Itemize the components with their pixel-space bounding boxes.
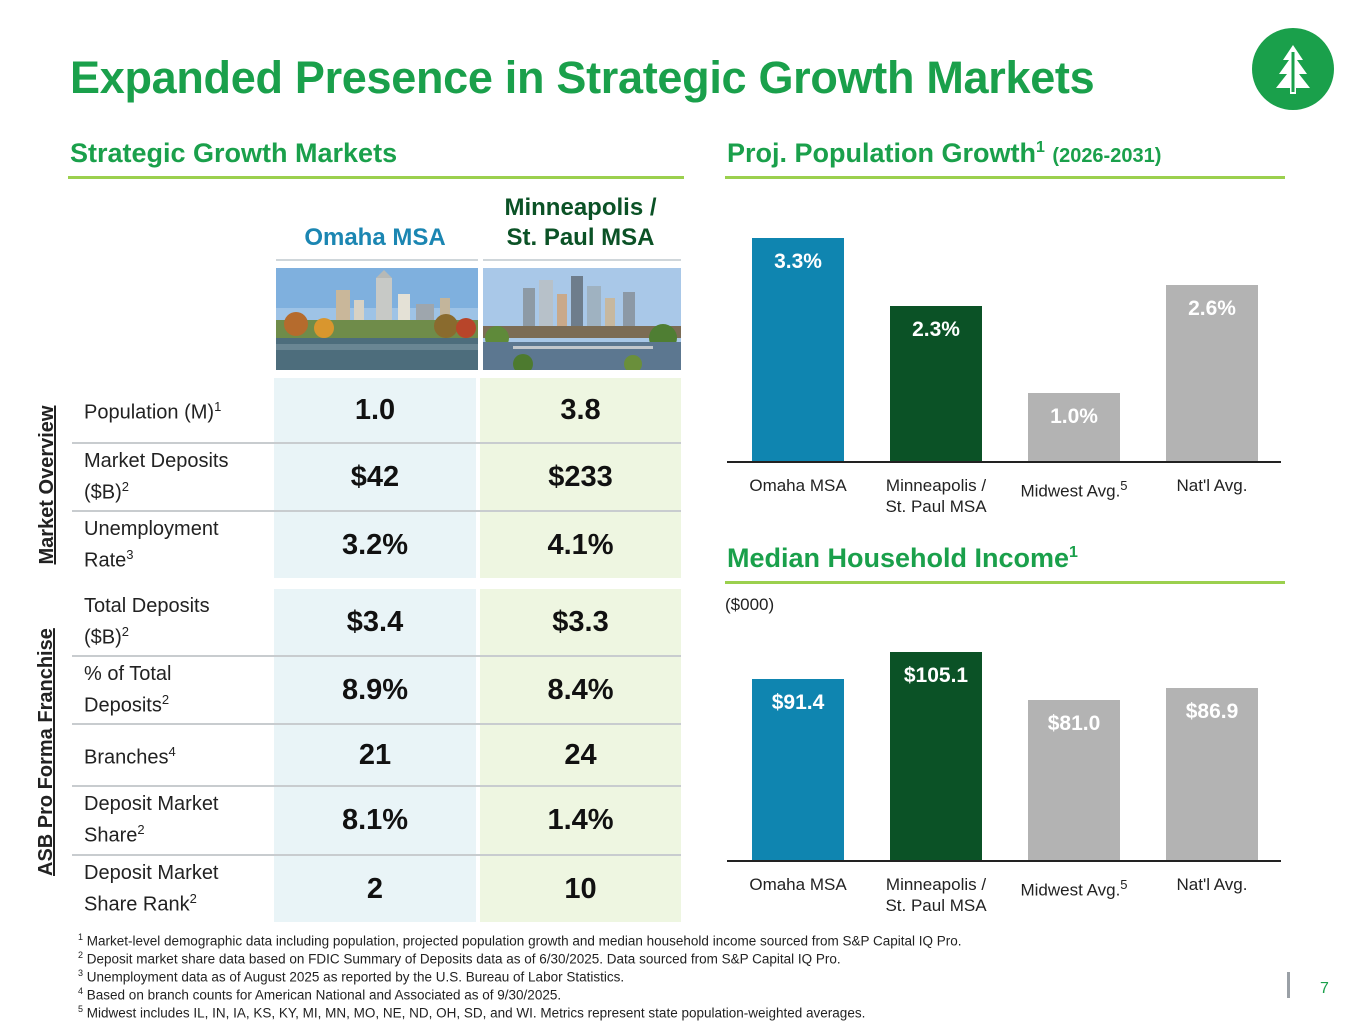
table-cell: $233 <box>480 444 681 510</box>
table-cell: 8.1% <box>274 787 476 854</box>
row-label-population: Population (M)1 <box>84 399 222 424</box>
population-growth-heading: Proj. Population Growth1 (2026-2031) <box>727 138 1162 168</box>
category-label: Omaha MSA <box>749 476 847 495</box>
category-label: Midwest Avg.5 <box>1020 877 1128 900</box>
category-label: Midwest Avg.5 <box>1020 478 1128 501</box>
heading-rule <box>725 176 1285 179</box>
market-overview-group-label: Market Overview <box>36 405 58 565</box>
table-cell: 8.9% <box>274 657 476 723</box>
bar-data-label: 3.3% <box>774 250 822 273</box>
page-number: 7 <box>1320 980 1329 997</box>
table-cell: 8.4% <box>480 657 681 723</box>
chart-bar: $81.0 <box>1028 700 1120 860</box>
omaha-skyline-image <box>276 268 478 370</box>
table-cell: 3.8 <box>480 378 681 442</box>
chart-bar: 2.6% <box>1166 285 1258 461</box>
heading-rule <box>725 581 1285 584</box>
tree-logo-icon <box>1252 28 1334 110</box>
heading-rule <box>68 176 684 179</box>
page-number-divider <box>1287 972 1290 998</box>
row-divider <box>72 785 681 787</box>
income-units-label: ($000) <box>725 595 775 614</box>
chart-bar: 3.3% <box>752 238 844 461</box>
footnote-1: 1 Market-level demographic data includin… <box>78 932 962 949</box>
bar-data-label: 1.0% <box>1050 405 1098 428</box>
minneapolis-header-rule <box>483 259 681 261</box>
row-divider <box>72 510 681 512</box>
row-label-market-deposits: Market Deposits ($B)2 <box>84 449 229 504</box>
table-cell: 24 <box>480 725 681 785</box>
row-label-branches: Branches4 <box>84 744 176 769</box>
row-divider <box>72 442 681 444</box>
category-label: Minneapolis / St. Paul MSA <box>885 875 987 915</box>
row-label-deposit-market-share-rank: Deposit Market Share Rank2 <box>84 861 219 916</box>
bar-data-label: 2.6% <box>1188 297 1236 320</box>
chart-bar: $86.9 <box>1166 688 1258 860</box>
x-axis-line <box>727 461 1281 463</box>
footnote-3: 3 Unemployment data as of August 2025 as… <box>78 968 625 985</box>
table-cell: 3.2% <box>274 512 476 578</box>
row-label-total-deposits: Total Deposits ($B)2 <box>84 594 210 649</box>
table-cell: 2 <box>274 856 476 922</box>
table-cell: $3.4 <box>274 589 476 655</box>
bar-data-label: $91.4 <box>771 691 825 714</box>
category-label: Minneapolis / St. Paul MSA <box>885 476 987 516</box>
minneapolis-header-line2: St. Paul MSA <box>506 224 655 251</box>
category-label: Omaha MSA <box>749 875 847 894</box>
population-growth-chart: 3.3% Omaha MSA 2.3% Minneapolis / St. Paul M… <box>725 190 1285 530</box>
asb-pro-forma-group-label: ASB Pro Forma Franchise <box>35 628 57 876</box>
bar-data-label: $105.1 <box>903 664 969 687</box>
strategic-markets-heading: Strategic Growth Markets <box>70 138 398 168</box>
minneapolis-column-header: Minneapolis / St. Paul MSA <box>480 193 681 253</box>
omaha-column-header: Omaha MSA <box>304 224 446 251</box>
table-cell: 4.1% <box>480 512 681 578</box>
footnote-4: 4 Based on branch counts for American Na… <box>78 986 562 1003</box>
bar-data-label: $86.9 <box>1185 700 1239 723</box>
median-income-heading: Median Household Income1 <box>727 543 1078 573</box>
table-cell: $42 <box>274 444 476 510</box>
bar-data-label: 2.3% <box>912 318 960 341</box>
table-cell: 1.4% <box>480 787 681 854</box>
chart-bar: 2.3% <box>890 306 982 461</box>
median-income-chart: $91.4 Omaha MSA $105.1 Minneapolis / St. Pau… <box>725 620 1285 920</box>
row-divider <box>72 854 681 856</box>
table-cell: 10 <box>480 856 681 922</box>
category-label: Nat'l Avg. <box>1176 476 1248 495</box>
row-divider <box>72 655 681 657</box>
row-label-unemployment: Unemployment Rate3 <box>84 517 219 572</box>
table-cell: $3.3 <box>480 589 681 655</box>
minneapolis-skyline-image <box>483 268 681 370</box>
page-title: Expanded Presence in Strategic Growth Ma… <box>70 52 1095 103</box>
chart-bar: $105.1 <box>890 652 982 860</box>
footnote-5: 5 Midwest includes IL, IN, IA, KS, KY, M… <box>78 1004 866 1021</box>
bar-data-label: $81.0 <box>1047 712 1101 735</box>
row-label-deposit-market-share: Deposit Market Share2 <box>84 793 219 847</box>
chart-bar: 1.0% <box>1028 393 1120 461</box>
chart-bar: $91.4 <box>752 679 844 860</box>
minneapolis-header-line1: Minneapolis / <box>504 194 657 221</box>
category-label: Nat'l Avg. <box>1176 875 1248 894</box>
x-axis-line <box>727 860 1281 862</box>
footnote-2: 2 Deposit market share data based on FDI… <box>78 950 841 967</box>
row-label-pct-total-deposits: % of Total Deposits2 <box>84 662 172 717</box>
table-cell: 1.0 <box>274 378 476 442</box>
omaha-header-rule <box>276 259 478 261</box>
table-cell: 21 <box>274 725 476 785</box>
row-divider <box>72 723 681 725</box>
